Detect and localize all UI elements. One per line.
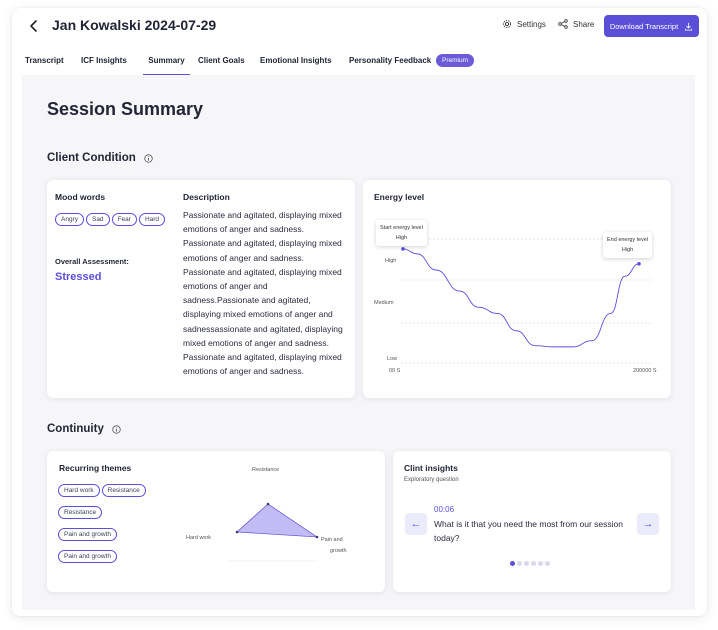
- energy-chart: High Medium Low 00 S 200000 S: [374, 238, 657, 374]
- insight-timestamp: 00:06: [434, 505, 455, 514]
- themes-radar-chart: Resistance Hard work Pain and growth: [186, 467, 347, 562]
- client-condition-heading: Client Condition: [47, 152, 153, 164]
- description-label: Description: [183, 192, 230, 202]
- back-arrow-icon[interactable]: [26, 18, 42, 34]
- overall-assessment-value: Stressed: [55, 271, 102, 283]
- share-icon: [558, 19, 568, 29]
- tab-personality-feedback[interactable]: Personality Feedback: [349, 56, 432, 65]
- mood-chip: Angry: [55, 213, 84, 226]
- premium-badge: Premium: [436, 54, 475, 67]
- download-transcript-button[interactable]: Download Transcript: [604, 15, 699, 37]
- info-icon[interactable]: [144, 153, 153, 163]
- tab-icf-insights[interactable]: ICF Insights: [81, 56, 127, 65]
- pagination-dot[interactable]: [538, 561, 543, 566]
- recurring-themes-card: [47, 451, 385, 592]
- client-insights-label: Clint insights: [404, 463, 458, 473]
- energy-level-label: Energy level: [374, 192, 425, 202]
- pagination-dot[interactable]: [531, 561, 536, 566]
- insight-pagination: [510, 561, 550, 566]
- energy-series-line: [402, 248, 640, 348]
- page-title: Jan Kowalski 2024-07-29: [52, 17, 217, 33]
- mood-chip: Fear: [111, 213, 137, 226]
- next-insight-button[interactable]: →: [637, 513, 659, 535]
- download-icon: [685, 22, 693, 31]
- x-tick-start: 00 S: [389, 368, 401, 374]
- settings-label: Settings: [517, 19, 546, 29]
- tab-summary[interactable]: Summary: [143, 56, 190, 75]
- description-text: Passionate and agitated, displaying mixe…: [183, 210, 343, 377]
- settings-button[interactable]: Settings: [502, 19, 546, 29]
- arrow-left-icon: ←: [410, 518, 422, 530]
- share-button[interactable]: Share: [558, 19, 594, 29]
- overall-assessment-label: Overall Assessment:: [55, 257, 129, 266]
- theme-chip: Pain and growth: [58, 550, 117, 563]
- client-insights-card: [393, 451, 671, 592]
- themes-list: Hard work ResistanceResistancePain and gr…: [58, 479, 168, 567]
- pagination-dot[interactable]: [545, 561, 550, 566]
- radar-label-left: Hard work: [186, 535, 211, 541]
- theme-chip: Hard work: [58, 484, 100, 497]
- client-condition-title: Client Condition: [47, 152, 136, 164]
- radar-area: [236, 503, 319, 538]
- radar-label-right-2: growth: [330, 548, 347, 554]
- share-label: Share: [573, 19, 595, 29]
- theme-chip: Resistance: [58, 506, 103, 519]
- mood-chip: Hard: [138, 213, 166, 226]
- end-energy-tooltip: End energy level High: [603, 232, 652, 258]
- start-energy-tooltip: Start energy level High: [376, 220, 427, 246]
- arrow-right-icon: →: [642, 518, 654, 530]
- insight-question: What is it that you need the most from o…: [434, 519, 623, 543]
- gear-icon: [502, 19, 512, 29]
- mood-words-list: Angry Sad Fear Hard: [55, 208, 175, 230]
- page-heading: Session Summary: [47, 99, 204, 119]
- theme-chip: Resistance: [101, 484, 146, 497]
- radar-point: [235, 530, 239, 534]
- x-tick-end: 200000 S: [633, 368, 657, 374]
- continuity-title: Continuity: [47, 423, 104, 435]
- tab-emotional-insights[interactable]: Emotional Insights: [260, 56, 332, 65]
- end-point[interactable]: [637, 262, 641, 266]
- y-tick-medium: Medium: [374, 300, 394, 306]
- start-tooltip-title: Start energy level: [380, 225, 423, 231]
- info-icon[interactable]: [112, 424, 121, 434]
- previous-insight-button[interactable]: ←: [405, 513, 427, 535]
- radar-point: [266, 502, 270, 506]
- mood-chip: Sad: [85, 213, 110, 226]
- theme-chip: Pain and growth: [58, 528, 117, 541]
- y-tick-high: High: [385, 258, 396, 264]
- y-tick-low: Low: [387, 356, 397, 362]
- client-insights-sublabel: Exploratory question: [404, 477, 459, 483]
- mood-words-label: Mood words: [55, 192, 106, 202]
- energy-level-card: [363, 180, 671, 398]
- tab-transcript[interactable]: Transcript: [25, 56, 64, 65]
- recurring-themes-label: Recurring themes: [59, 463, 132, 473]
- radar-label-right-1: Pain and: [321, 537, 343, 543]
- pagination-dot[interactable]: [524, 561, 529, 566]
- start-tooltip-value: High: [395, 235, 408, 241]
- continuity-heading: Continuity: [47, 423, 121, 435]
- radar-point: [315, 535, 319, 539]
- download-label: Download Transcript: [609, 21, 679, 31]
- tab-bar: Transcript ICF Insights Summary Client G…: [16, 54, 486, 76]
- pagination-dot[interactable]: [517, 561, 522, 566]
- end-tooltip-value: High: [621, 247, 634, 253]
- start-point[interactable]: [401, 247, 405, 251]
- end-tooltip-title: End energy level: [607, 237, 648, 243]
- radar-label-top: Resistance: [252, 467, 279, 473]
- pagination-dot[interactable]: [510, 561, 515, 566]
- tab-client-goals[interactable]: Client Goals: [198, 56, 245, 65]
